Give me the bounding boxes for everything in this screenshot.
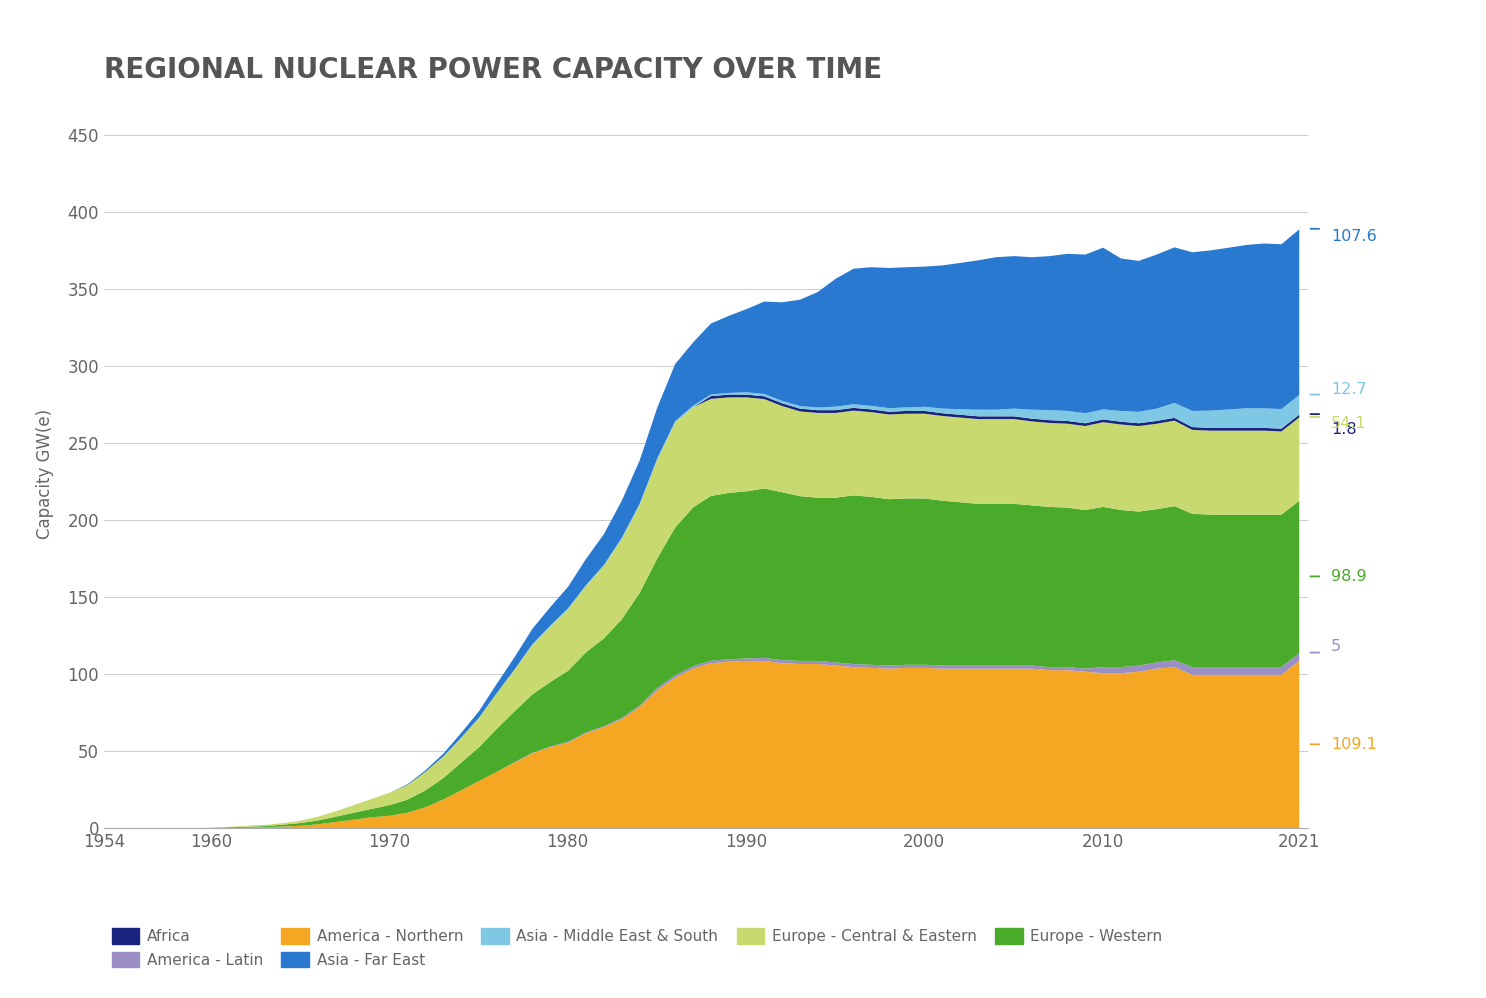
Text: 107.6: 107.6 — [1331, 229, 1376, 245]
Text: REGIONAL NUCLEAR POWER CAPACITY OVER TIME: REGIONAL NUCLEAR POWER CAPACITY OVER TIM… — [104, 56, 883, 84]
Text: 12.7: 12.7 — [1331, 382, 1367, 397]
Y-axis label: Capacity GW(e): Capacity GW(e) — [36, 409, 53, 539]
Text: 5: 5 — [1331, 639, 1340, 654]
Legend: Africa, America - Latin, America - Northern, Asia - Far East, Asia - Middle East: Africa, America - Latin, America - North… — [111, 928, 1162, 968]
Text: 54.1: 54.1 — [1331, 415, 1367, 430]
Text: 1.8: 1.8 — [1331, 422, 1357, 437]
Text: 98.9: 98.9 — [1331, 569, 1367, 584]
Text: 109.1: 109.1 — [1331, 737, 1376, 751]
